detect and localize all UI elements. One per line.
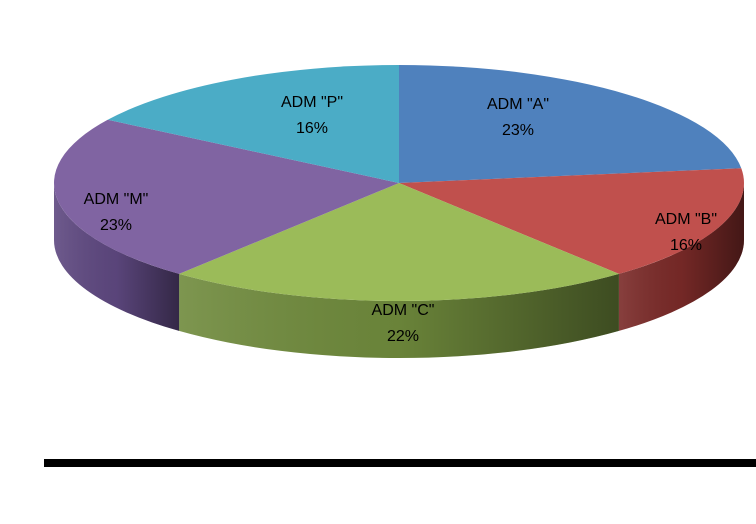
slice-percent-4: 16% [296, 120, 328, 137]
slice-2 [179, 183, 619, 301]
slice-labels: ADM "A" 23% ADM "B" 16% ADM "C" 22% ADM "M" 23%… [84, 94, 717, 345]
slice-side-shade-1 [618, 183, 744, 331]
pie-top-faces [54, 65, 744, 301]
slice-percent-0: 23% [502, 122, 534, 139]
slice-label-2: ADM "C" [372, 302, 435, 319]
slice-4 [107, 65, 400, 183]
slice-label-4: ADM "P" [281, 94, 343, 111]
slice-3 [54, 119, 400, 274]
slice-percent-2: 22% [387, 328, 419, 345]
pie-side-walls [54, 183, 744, 358]
slice-label-1: ADM "B" [655, 211, 717, 228]
slice-percent-1: 16% [670, 237, 702, 254]
slice-side-shade-3 [54, 183, 180, 331]
slice-label-3: ADM "M" [84, 191, 149, 208]
slice-percent-3: 23% [100, 217, 132, 234]
baseline-bar [44, 459, 756, 467]
slice-label-0: ADM "A" [487, 96, 549, 113]
slice-0 [399, 65, 742, 183]
slice-1 [399, 168, 744, 274]
slice-side-shade-2 [179, 273, 619, 358]
